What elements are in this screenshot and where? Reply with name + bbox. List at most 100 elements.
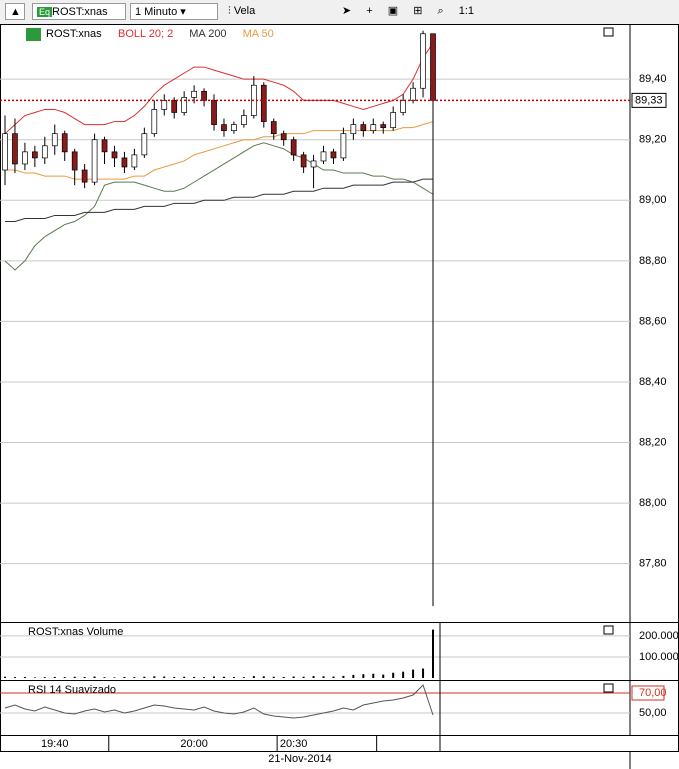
volume-bar	[282, 676, 285, 678]
volume-bar	[252, 676, 255, 678]
date-label: 21-Nov-2014	[268, 753, 332, 765]
volume-bar	[362, 674, 365, 678]
volume-bar	[133, 677, 136, 678]
candle-body	[370, 124, 377, 132]
volume-bar	[153, 676, 156, 678]
candle-body	[400, 100, 406, 113]
volume-bar	[412, 669, 415, 678]
collapse-button[interactable]: ▲	[5, 3, 25, 20]
volume-bar	[143, 676, 146, 678]
style: Vela	[233, 5, 256, 17]
candle-body	[300, 154, 307, 168]
y-tick-label: 89,40	[639, 73, 667, 85]
volume-bar	[23, 676, 26, 678]
y-tick-label: 100.000	[639, 651, 679, 663]
volume-bar	[392, 672, 395, 678]
volume-bar	[352, 674, 355, 678]
x-tick-label: 19:40	[41, 738, 69, 750]
candle-body	[340, 133, 347, 159]
volume-bar	[312, 676, 315, 678]
symbol-box[interactable]: Eq ROST:xnas	[32, 3, 126, 20]
candle-body	[171, 100, 178, 113]
volume-bar	[33, 677, 36, 678]
volume-bar	[13, 677, 16, 678]
pane-button[interactable]	[603, 625, 614, 635]
candle-body	[91, 139, 98, 183]
volume-bar	[163, 676, 166, 678]
volume-bar	[103, 677, 106, 678]
candle-body	[310, 160, 317, 168]
eq-icon	[26, 28, 41, 41]
volume-bar	[332, 676, 335, 678]
candle-body	[390, 112, 397, 128]
candle-body	[211, 100, 217, 125]
candle-body	[241, 115, 247, 125]
candle-body	[141, 133, 148, 156]
candle-body	[350, 124, 357, 135]
volume-bar	[402, 671, 405, 678]
volume-bar	[262, 676, 265, 678]
volume-bar	[4, 676, 6, 678]
y-tick-label: 88,60	[639, 315, 667, 327]
candle-body	[280, 133, 287, 141]
x-tick-label: 20:00	[180, 738, 208, 750]
pane-title: ROST:xnas	[46, 28, 102, 40]
candle-body	[231, 124, 237, 132]
candle-body	[61, 133, 68, 153]
volume-bar	[73, 676, 76, 678]
overlay-line	[4, 42, 434, 135]
pane-button[interactable]	[603, 683, 614, 693]
candle-body	[12, 133, 18, 165]
volume-bar	[43, 677, 46, 678]
y-tick-label: 88,20	[639, 436, 667, 448]
interval-select[interactable]: 1 Minuto ▾	[130, 3, 218, 20]
volume-bar	[372, 673, 375, 678]
candle-body	[320, 151, 327, 162]
level-box	[631, 685, 665, 701]
style-select[interactable]: ⫶ Vela	[228, 5, 256, 17]
zoom[interactable]: 1:1	[458, 5, 474, 17]
y-tick-label: 70,00	[639, 687, 667, 699]
legend-entry: MA 50	[243, 28, 274, 40]
candle-body	[221, 124, 227, 132]
volume-bar	[242, 677, 245, 678]
overlay-line	[5, 121, 434, 180]
volume-bar	[213, 676, 216, 678]
tools[interactable]: ➤ + ▣ ⊞ ⌕ 1:1	[342, 5, 474, 17]
candle-body	[121, 157, 128, 168]
volume-bar	[322, 676, 325, 678]
candle-body	[71, 151, 78, 171]
pane-frame	[0, 24, 679, 623]
volume-bar	[53, 676, 56, 678]
candle-body	[201, 90, 207, 101]
candle-body	[270, 121, 277, 135]
y-tick-label: 87,80	[639, 558, 667, 570]
candle-body	[22, 151, 28, 165]
volume-bar	[193, 676, 196, 678]
volume-bar	[83, 676, 86, 678]
volume-bar	[272, 676, 275, 678]
volume-bar	[222, 676, 225, 678]
y-tick-label: 200.000	[639, 630, 679, 642]
volume-bar	[342, 675, 345, 678]
candle-body	[101, 139, 108, 153]
candle-body	[181, 96, 188, 113]
last-price-label: 89,33	[635, 94, 663, 106]
candle-body	[32, 151, 38, 159]
interval: 1 Minuto	[135, 6, 178, 18]
time-axis	[0, 735, 679, 752]
candle-body	[360, 124, 367, 132]
volume-bar	[113, 677, 116, 678]
volume-bar	[183, 676, 186, 678]
volume-bar	[173, 676, 176, 678]
y-tick-label: 89,00	[639, 194, 667, 206]
pane-title: ROST:xnas Volume	[28, 626, 123, 638]
volume-bar	[93, 676, 96, 678]
candle-body	[161, 100, 168, 110]
pane-button[interactable]	[603, 27, 614, 37]
rsi-line	[4, 684, 434, 719]
candle-body	[151, 109, 158, 135]
overlay-line	[5, 178, 433, 222]
eq-icon: Eq	[37, 7, 53, 17]
